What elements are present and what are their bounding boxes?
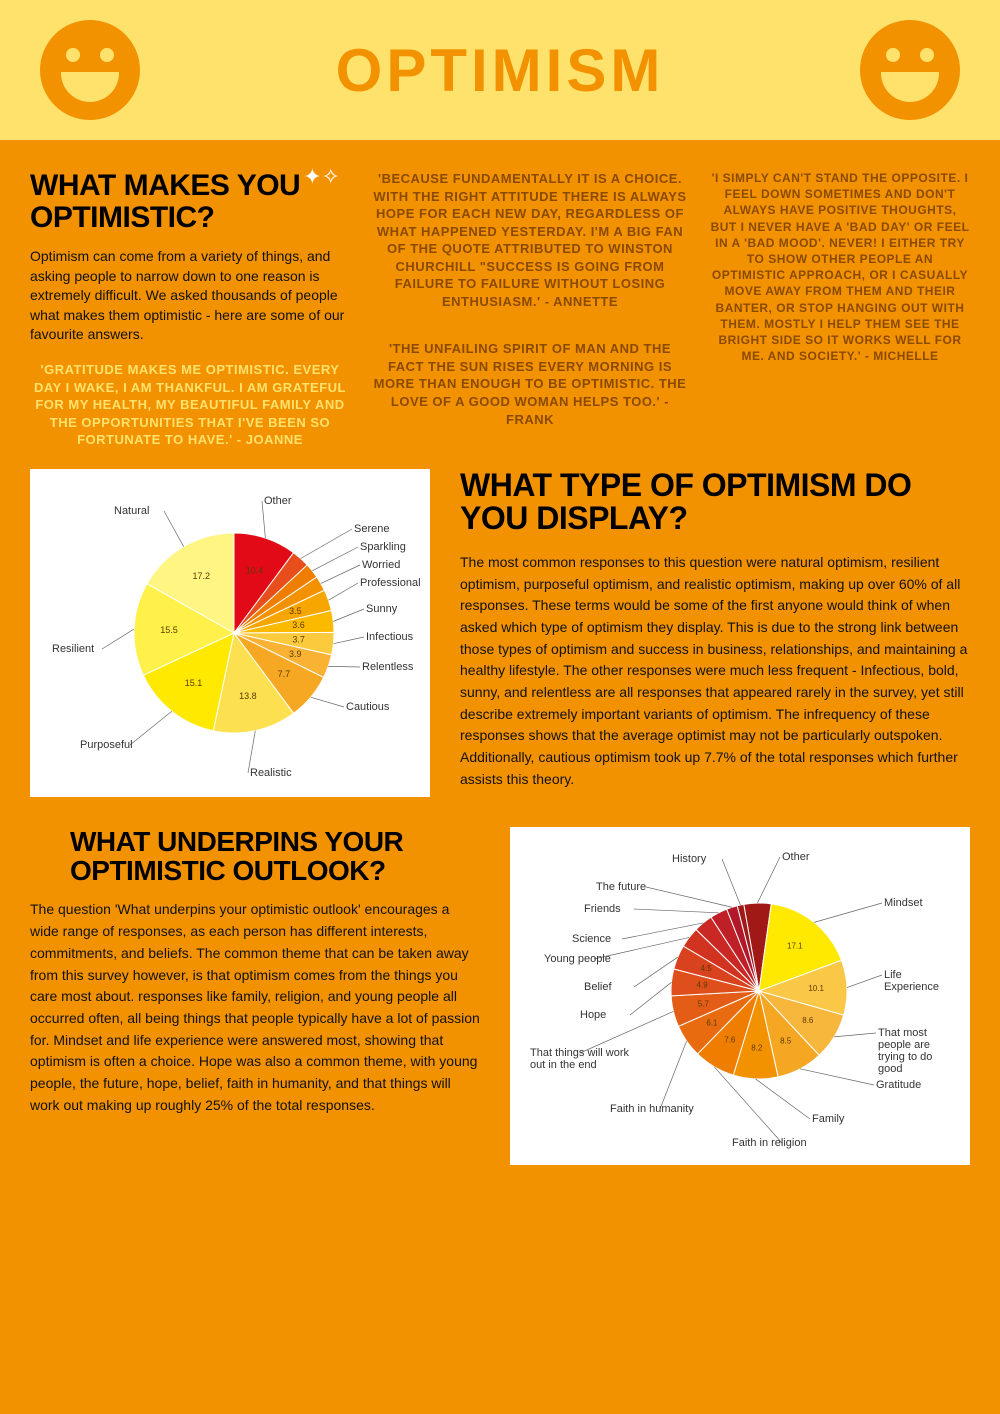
pie-label: The future bbox=[596, 881, 646, 893]
section-type-of-optimism: 10.4 3.5 3.6 3.7 3.9 7.7 13.8 15.1 15.5 17.2 Other… bbox=[0, 469, 1000, 817]
svg-text:10.1: 10.1 bbox=[808, 984, 824, 993]
quote-joanne: 'GRATITUDE MAKES ME OPTIMISTIC. EVERY DA… bbox=[30, 361, 350, 449]
pie-chart-underpins: 17.1 10.1 8.6 8.5 8.2 7.6 6.1 5.7 4.9 4.5 Other Min… bbox=[510, 827, 970, 1165]
pie-label: Faith in religion bbox=[732, 1137, 807, 1149]
col2: 'BECAUSE FUNDAMENTALLY IT IS A CHOICE. W… bbox=[370, 170, 690, 449]
heading: WHAT UNDERPINS YOUR OPTIMISTIC OUTLOOK? bbox=[30, 827, 480, 886]
svg-text:15.1: 15.1 bbox=[185, 678, 203, 688]
quote-michelle: 'I SIMPLY CAN'T STAND THE OPPOSITE. I FE… bbox=[710, 170, 970, 364]
pie-label: Young people bbox=[544, 953, 611, 965]
header-band: OPTIMISM bbox=[0, 0, 1000, 140]
svg-text:7.6: 7.6 bbox=[724, 1035, 736, 1044]
pie-label: Cautious bbox=[346, 701, 389, 713]
pie-label: Family bbox=[812, 1113, 844, 1125]
svg-text:3.5: 3.5 bbox=[289, 606, 302, 616]
pie-label: That most people are trying to do good bbox=[878, 1027, 956, 1075]
svg-text:17.1: 17.1 bbox=[787, 941, 803, 950]
pie-label: Natural bbox=[114, 505, 149, 517]
pie-label: Belief bbox=[584, 981, 612, 993]
svg-text:3.9: 3.9 bbox=[289, 649, 302, 659]
pie-label: Infectious bbox=[366, 631, 413, 643]
pie-label: Purposeful bbox=[80, 739, 133, 751]
pie-label: Sunny bbox=[366, 603, 397, 615]
svg-text:8.2: 8.2 bbox=[751, 1043, 763, 1052]
pie-label: Hope bbox=[580, 1009, 606, 1021]
svg-text:5.7: 5.7 bbox=[698, 999, 710, 1008]
smiley-icon bbox=[40, 20, 140, 120]
svg-text:13.8: 13.8 bbox=[239, 691, 257, 701]
pie-label: Life Experience bbox=[884, 969, 956, 993]
body-text: The question 'What underpins your optimi… bbox=[30, 899, 480, 1116]
svg-text:8.6: 8.6 bbox=[802, 1016, 814, 1025]
pie-label: That things will work out in the end bbox=[530, 1047, 640, 1071]
col3: 'I SIMPLY CAN'T STAND THE OPPOSITE. I FE… bbox=[710, 170, 970, 449]
pie-label: Sparkling bbox=[360, 541, 406, 553]
smiley-icon bbox=[860, 20, 960, 120]
page-title: OPTIMISM bbox=[336, 36, 665, 105]
pie-label: Other bbox=[782, 851, 810, 863]
body-text: The most common responses to this questi… bbox=[460, 552, 970, 791]
pie-label: Resilient bbox=[52, 643, 94, 655]
pie-label: Realistic bbox=[250, 767, 292, 779]
sparkle-icon: ✦✧ bbox=[303, 164, 340, 190]
pie-label: Gratitude bbox=[876, 1079, 921, 1091]
pie-chart-type: 10.4 3.5 3.6 3.7 3.9 7.7 13.8 15.1 15.5 17.2 Other… bbox=[30, 469, 430, 797]
intro-text: Optimism can come from a variety of thin… bbox=[30, 247, 350, 345]
pie-label: Professional bbox=[360, 577, 421, 589]
section-what-makes-you-optimistic: WHAT MAKES YOU OPTIMISTIC? ✦✧ Optimism c… bbox=[0, 140, 1000, 469]
quote-frank: 'THE UNFAILING SPIRIT OF MAN AND THE FAC… bbox=[370, 340, 690, 428]
svg-text:3.7: 3.7 bbox=[292, 634, 305, 644]
pie-label: Other bbox=[264, 495, 292, 507]
pie-label: Worried bbox=[362, 559, 400, 571]
svg-text:3.6: 3.6 bbox=[292, 620, 305, 630]
svg-text:17.2: 17.2 bbox=[193, 571, 211, 581]
pie-label: Science bbox=[572, 933, 611, 945]
svg-text:8.5: 8.5 bbox=[780, 1036, 792, 1045]
svg-text:6.1: 6.1 bbox=[706, 1018, 718, 1027]
quote-annette: 'BECAUSE FUNDAMENTALLY IT IS A CHOICE. W… bbox=[370, 170, 690, 310]
svg-text:7.7: 7.7 bbox=[278, 669, 291, 679]
pie-label: Relentless bbox=[362, 661, 413, 673]
section-underpins-outlook: WHAT UNDERPINS YOUR OPTIMISTIC OUTLOOK? … bbox=[0, 817, 1000, 1195]
heading: WHAT TYPE OF OPTIMISM DO YOU DISPLAY? bbox=[460, 469, 970, 536]
col1: WHAT MAKES YOU OPTIMISTIC? ✦✧ Optimism c… bbox=[30, 170, 350, 449]
svg-text:15.5: 15.5 bbox=[160, 624, 178, 634]
pie-label: History bbox=[672, 853, 706, 865]
heading: WHAT MAKES YOU OPTIMISTIC? bbox=[30, 170, 350, 233]
text-col: WHAT UNDERPINS YOUR OPTIMISTIC OUTLOOK? … bbox=[30, 827, 480, 1117]
pie-label: Serene bbox=[354, 523, 389, 535]
pie-label: Faith in humanity bbox=[610, 1103, 694, 1115]
svg-text:4.5: 4.5 bbox=[701, 964, 713, 973]
pie-label: Mindset bbox=[884, 897, 923, 909]
pie-label: Friends bbox=[584, 903, 621, 915]
text-col: WHAT TYPE OF OPTIMISM DO YOU DISPLAY? Th… bbox=[460, 469, 970, 791]
svg-text:4.9: 4.9 bbox=[697, 980, 709, 989]
svg-text:10.4: 10.4 bbox=[246, 565, 264, 575]
